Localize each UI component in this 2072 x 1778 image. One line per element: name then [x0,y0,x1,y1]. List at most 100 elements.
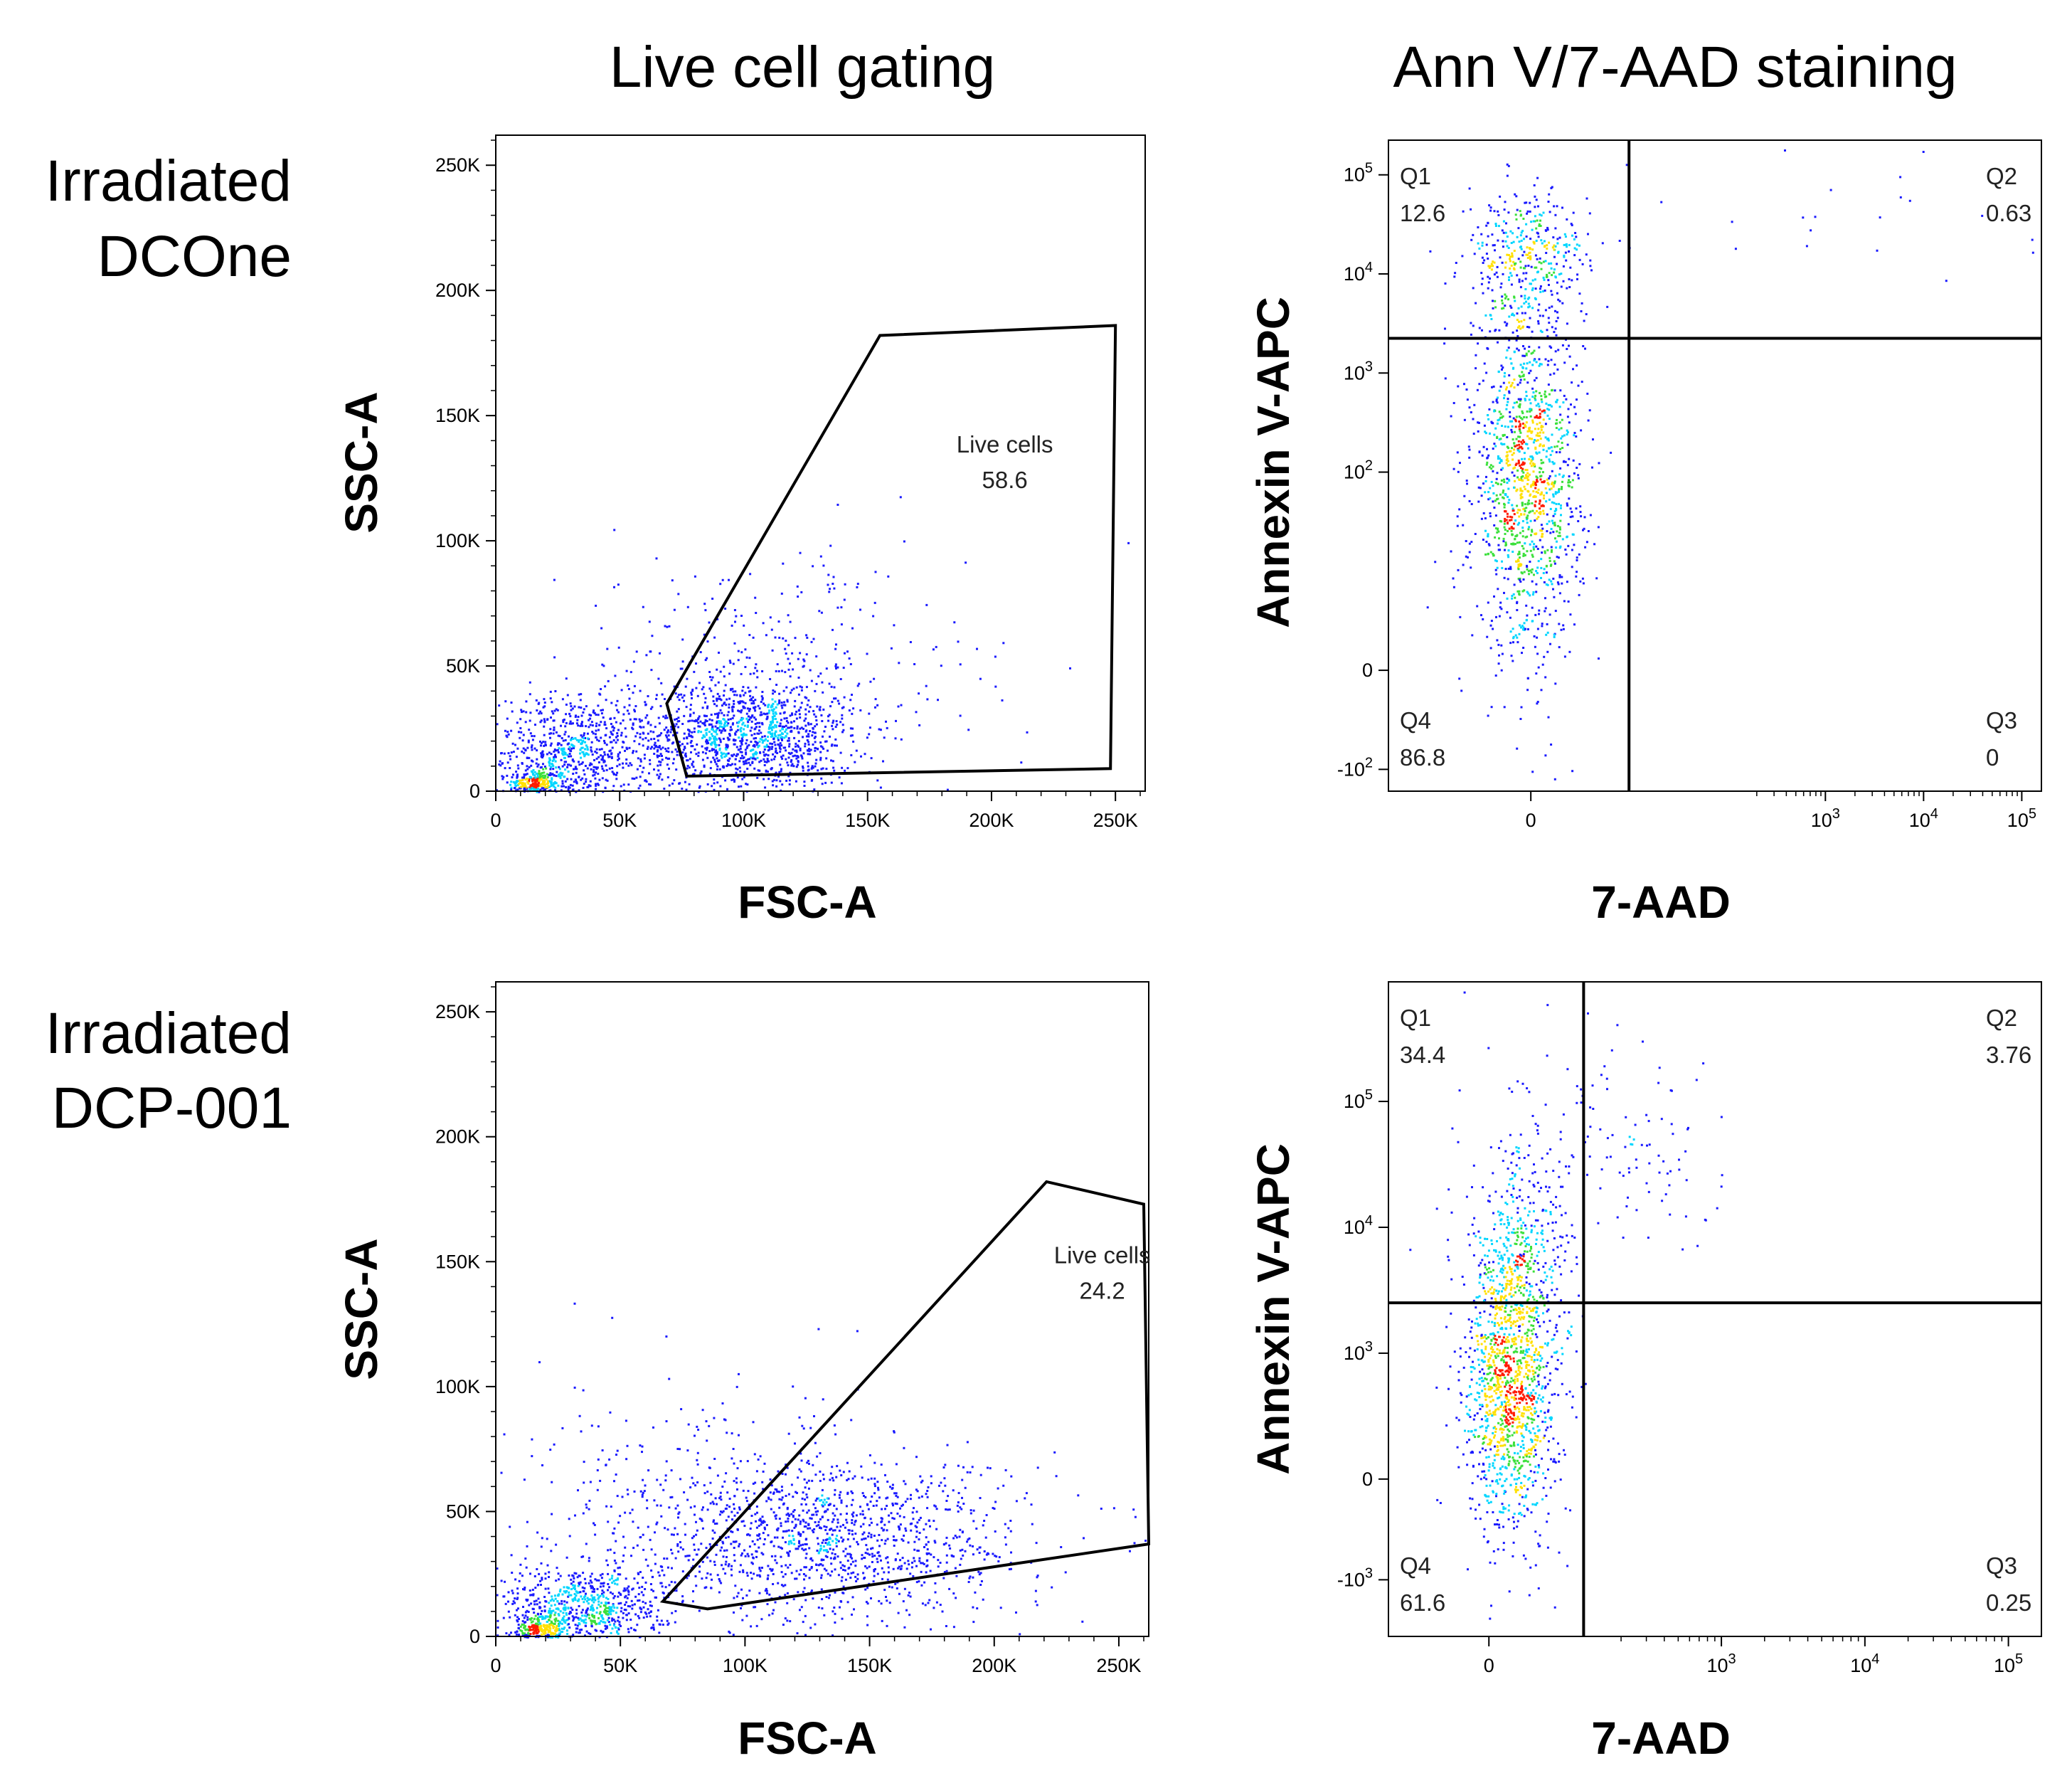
data-point [611,1575,614,1577]
data-point [548,1626,551,1629]
data-point [1546,247,1548,250]
data-point [586,1609,589,1612]
data-point [523,1624,526,1626]
data-point [708,773,711,776]
data-point [1549,642,1551,645]
data-point [784,704,787,707]
data-point [1519,423,1521,425]
data-point [1810,229,1812,232]
data-point [551,1622,553,1624]
data-point [701,758,704,761]
data-point [668,767,670,770]
data-point [1502,540,1505,543]
data-point [542,782,545,785]
data-point [1486,448,1488,450]
data-point [633,778,636,780]
data-point [1529,543,1531,546]
data-point [530,1621,533,1624]
data-point [522,747,525,750]
data-point [791,712,793,715]
data-point [1519,429,1521,432]
data-point [1495,477,1498,480]
data-point [684,746,686,749]
data-point [1521,475,1524,477]
data-point [693,670,696,673]
data-point [586,737,589,740]
data-point [1519,624,1521,627]
data-point [676,731,679,734]
data-point [639,736,642,739]
data-point [659,763,662,766]
data-point [1519,245,1522,248]
data-point [632,750,634,753]
data-point [1529,455,1532,458]
data-point [593,711,596,714]
data-point [553,782,556,785]
y-tick-label: 0 [1362,660,1373,681]
data-point [703,692,706,695]
data-point [607,1621,610,1624]
data-point [620,731,623,734]
data-point [593,1598,595,1601]
data-point [1496,265,1499,268]
data-point [763,702,765,705]
data-point [1576,364,1578,367]
data-point [501,778,504,780]
data-point [574,737,577,740]
data-point [840,782,843,785]
data-point [613,1560,616,1562]
data-point [713,788,716,791]
data-point [1531,568,1534,571]
data-point [1541,551,1544,554]
data-point [1511,453,1514,456]
data-point [852,707,855,710]
data-point [718,759,721,762]
data-point [795,780,797,783]
data-point [957,640,960,643]
data-point [1514,543,1516,546]
data-point [506,774,509,777]
data-point [633,718,636,721]
data-point [644,716,647,719]
data-point [595,768,598,771]
data-point [615,778,618,780]
data-point [795,751,798,753]
data-point [1530,282,1532,285]
data-point [1540,268,1543,270]
data-point [623,706,626,709]
data-point [573,760,575,763]
data-point [556,709,559,711]
data-point [600,721,602,724]
data-point [710,689,713,692]
data-point [1531,287,1534,290]
data-point [1533,573,1535,576]
data-point [1513,314,1516,317]
data-point [590,1587,593,1589]
data-point [608,756,611,758]
data-point [1544,550,1546,553]
data-point [695,662,697,665]
data-point [589,717,592,720]
data-point [1512,641,1514,644]
data-point [625,1601,627,1604]
data-point [1519,431,1522,434]
data-point [603,751,606,753]
data-point [554,690,557,692]
data-point [543,744,546,747]
data-point [1784,149,1786,152]
data-point [619,751,621,754]
data-point [649,747,652,750]
data-point [694,769,697,772]
data-point [613,586,615,588]
data-point [561,765,564,768]
data-point [1544,610,1546,613]
data-point [546,776,549,778]
data-point [1552,588,1554,591]
data-point [1519,490,1522,492]
data-point [567,1607,570,1609]
data-point [662,715,665,718]
data-point [807,768,810,771]
data-point [1495,615,1497,618]
data-point [591,1597,594,1600]
data-point [1509,230,1512,233]
